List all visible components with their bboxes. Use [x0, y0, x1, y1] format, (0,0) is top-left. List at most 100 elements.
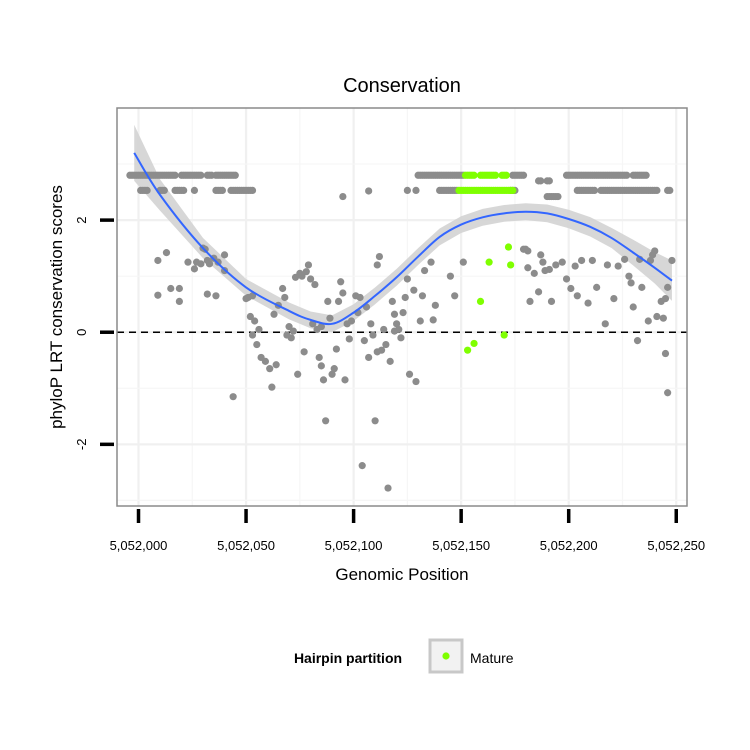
data-point-other [365, 187, 373, 195]
data-point-other [627, 279, 635, 287]
data-point-other [304, 261, 313, 269]
data-point-other [539, 258, 547, 266]
data-point-other [375, 252, 384, 261]
data-point-other [171, 171, 179, 179]
data-point-other [388, 297, 396, 305]
data-point-other [300, 348, 308, 356]
data-point-other [162, 249, 171, 257]
data-point-other [334, 297, 343, 305]
data-point-other [545, 265, 553, 274]
data-point-other [154, 256, 162, 265]
data-point-other [459, 258, 467, 266]
data-point-mature [507, 261, 515, 269]
data-point-other [332, 345, 340, 353]
data-point-other [337, 278, 345, 286]
data-point-other [410, 286, 418, 294]
legend-key-mature-point [442, 652, 450, 660]
data-point-other [412, 186, 420, 195]
data-point-other [537, 251, 545, 259]
data-point-other [175, 297, 183, 305]
data-point-other [367, 320, 375, 328]
data-point-other [397, 334, 405, 342]
mature-points [455, 171, 517, 354]
data-point-other [554, 192, 562, 201]
data-point-other [272, 361, 280, 369]
panel-border [116, 107, 688, 507]
data-point-mature [502, 171, 510, 179]
data-point-other [326, 314, 334, 322]
data-point-other [339, 289, 347, 297]
data-point-mature [509, 186, 517, 195]
data-point-other [429, 316, 437, 324]
data-point-other [339, 192, 347, 201]
data-point-other [668, 256, 676, 265]
data-point-other [530, 269, 538, 277]
data-point-other [371, 417, 379, 425]
y-tick-label: -2 [74, 439, 89, 451]
data-point-other [534, 288, 543, 296]
data-point-other [584, 299, 592, 307]
data-point-other [270, 310, 278, 318]
y-axis-label: phyloP LRT conservation scores [47, 185, 66, 429]
data-point-other [345, 335, 353, 343]
data-point-other [567, 284, 575, 293]
data-point-other [328, 370, 336, 378]
data-point-other [393, 320, 401, 328]
data-point-other [380, 325, 388, 334]
data-point-other [610, 294, 618, 303]
y-tick-label: 0 [74, 329, 89, 336]
data-point-other [446, 272, 454, 280]
data-point-other [558, 258, 566, 266]
x-axis-label: Genomic Position [335, 565, 468, 584]
data-point-other [306, 275, 315, 283]
data-point-other [322, 417, 330, 425]
x-tick-label: 5,052,250 [647, 538, 705, 553]
data-point-other [418, 292, 427, 300]
data-point-other [416, 317, 424, 325]
data-point-other [412, 377, 420, 386]
data-point-other [365, 353, 373, 362]
data-point-other [403, 186, 411, 195]
data-point-other [229, 393, 237, 401]
data-point-other [390, 310, 399, 318]
data-point-other [638, 283, 646, 291]
data-point-mature [476, 297, 485, 305]
data-point-other [197, 260, 205, 268]
data-point-other [571, 262, 579, 270]
panel-background [117, 108, 687, 506]
data-point-other [382, 340, 390, 349]
data-point-other [661, 294, 670, 303]
chart-title: Conservation [343, 75, 461, 97]
data-point-other [593, 283, 601, 291]
data-point-other [298, 272, 306, 280]
data-point-other [562, 275, 571, 283]
data-point-other [427, 258, 435, 266]
data-point-other [621, 255, 629, 263]
x-tick-label: 5,052,150 [432, 538, 490, 553]
data-point-other [395, 325, 403, 334]
data-point-mature [470, 339, 478, 348]
data-point-other [175, 284, 183, 293]
data-point-other [403, 275, 411, 283]
data-point-other [248, 331, 257, 339]
data-point-other [253, 340, 261, 349]
data-point-other [160, 186, 168, 195]
data-point-other [356, 293, 364, 302]
x-tick-label: 5,052,050 [217, 538, 275, 553]
data-point-other [526, 297, 534, 305]
data-point-other [317, 323, 325, 331]
data-point-other [268, 383, 276, 391]
data-point-other [184, 258, 192, 266]
data-point-other [664, 389, 672, 397]
data-point-other [285, 323, 293, 331]
data-point-other [341, 376, 349, 384]
data-point-other [205, 260, 214, 268]
data-point-other [289, 327, 297, 335]
data-point-mature [464, 346, 472, 354]
data-point-other [642, 171, 650, 179]
data-point-other [319, 376, 328, 384]
data-point-other [623, 171, 631, 179]
data-point-other [405, 370, 414, 378]
other-points [126, 171, 676, 492]
data-point-other [266, 365, 274, 373]
